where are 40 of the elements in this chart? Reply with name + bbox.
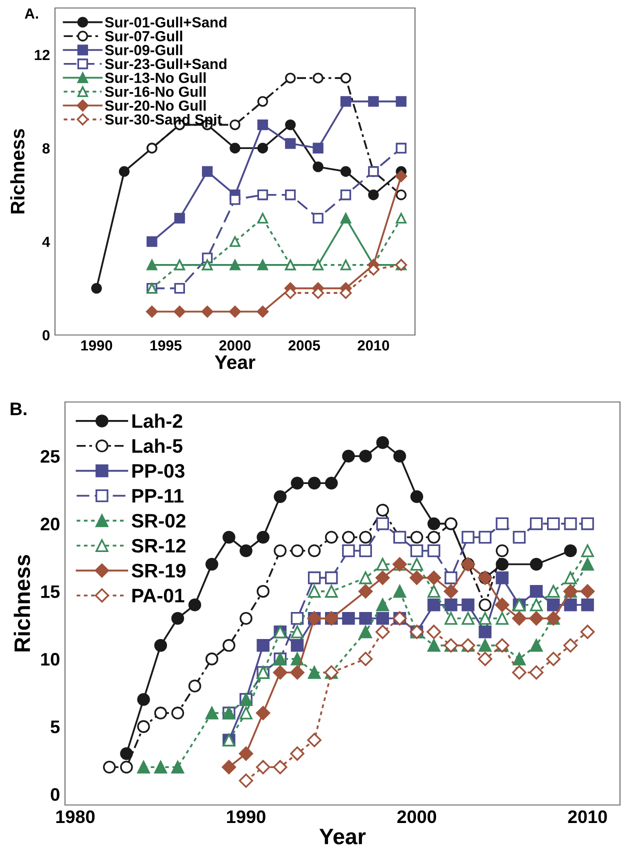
x-tick-label: 1990 — [81, 340, 112, 351]
text: B. — [10, 402, 26, 416]
x-tick-label: 2000 — [219, 340, 251, 351]
legend-label: Lah-2 — [132, 414, 182, 428]
legend-label: PA-01 — [132, 588, 184, 602]
y-tick-label: 4 — [42, 236, 50, 247]
x-tick-label: 2005 — [288, 340, 320, 351]
legend-label: PP-03 — [132, 464, 184, 478]
y-axis-title: Richness — [10, 129, 25, 214]
y-tick-label: 15 — [41, 585, 60, 598]
y-tick-label: 0 — [42, 330, 50, 340]
legend-label: PP-11 — [132, 489, 184, 503]
x-tick-label: 2000 — [397, 810, 436, 824]
y-tick-label: 8 — [42, 143, 50, 154]
text: A. — [24, 8, 38, 19]
legend-label: Lah-5 — [132, 438, 182, 453]
x-tick-label: 2010 — [568, 810, 607, 824]
y-tick-label: 20 — [40, 518, 60, 530]
y-tick-label: 0 — [50, 788, 60, 801]
x-tick-label: 1980 — [56, 810, 95, 824]
y-tick-label: 5 — [50, 720, 60, 734]
legend-label: SR-12 — [132, 538, 186, 553]
x-tick-label: 1990 — [227, 810, 266, 824]
legend-label: Sur-07-Gull — [105, 30, 182, 42]
legend-label: Sur-16-No Gull — [105, 86, 206, 97]
y-tick-label: 12 — [34, 50, 50, 60]
x-axis-title: Year — [214, 356, 256, 370]
y-tick-label: 10 — [41, 652, 60, 666]
legend-label: Sur-23-Gull+Sand — [105, 58, 226, 70]
legend-label: SR-02 — [132, 514, 186, 528]
y-tick-label: 25 — [40, 450, 60, 463]
legend-label: SR-19 — [132, 564, 186, 578]
y-axis-title: Richness — [14, 555, 30, 652]
legend-label: Sur-09-Gull — [105, 44, 182, 56]
legend-label: Sur-01-Gull+Sand — [105, 16, 226, 28]
x-tick-label: 1995 — [150, 340, 182, 351]
legend-label: Sur-20-No Gull — [105, 100, 206, 111]
x-tick-label: 2010 — [358, 340, 390, 351]
x-axis-title: Year — [319, 828, 366, 844]
legend-label: Sur-13-No Gull — [105, 72, 206, 84]
